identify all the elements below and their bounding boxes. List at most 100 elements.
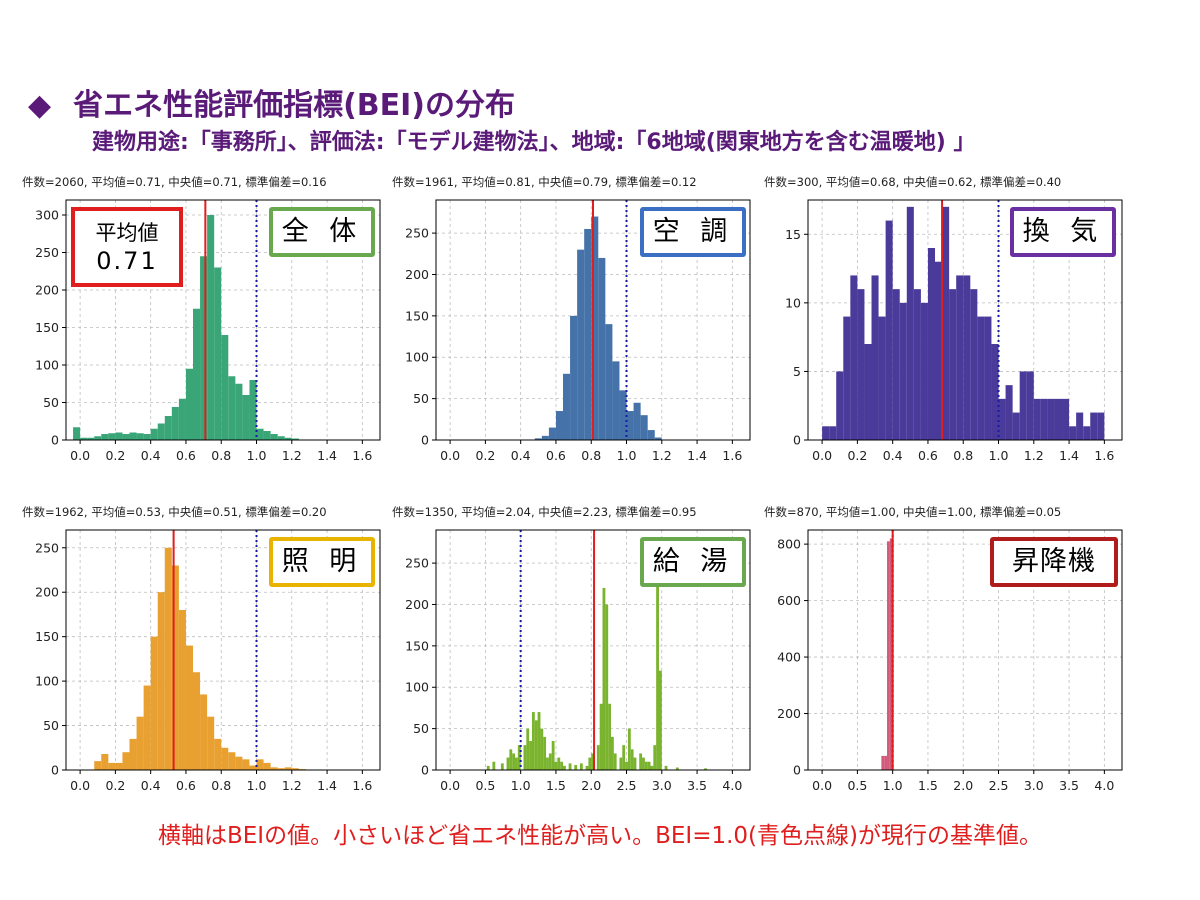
histogram-bar (647, 761, 651, 770)
histogram-bar (249, 380, 257, 440)
x-tick-label: 2.0 (953, 778, 973, 793)
y-tick-label: 600 (777, 593, 801, 608)
histogram-bar (164, 416, 172, 440)
histogram-bar (984, 316, 992, 440)
histogram-bar (884, 755, 888, 770)
histogram-bar (80, 437, 88, 440)
histogram-bar (94, 436, 102, 440)
histogram-bar (1026, 371, 1034, 440)
histogram-bar (115, 432, 123, 440)
histogram-bar (517, 745, 521, 770)
histogram-bar (171, 407, 179, 440)
category-label-hot-water: 給 湯 (640, 537, 746, 587)
histogram-bar (633, 757, 637, 770)
y-tick-label: 250 (405, 556, 429, 571)
histogram-bar (150, 428, 158, 440)
category-label-lighting: 照 明 (269, 537, 375, 587)
histogram-bar (171, 565, 179, 770)
stats-text: 件数=300, 平均値=0.68, 中央値=0.62, 標準偏差=0.40 (764, 175, 1061, 189)
histogram-bar (87, 437, 95, 440)
histogram-bar (277, 768, 285, 770)
histogram-bar (602, 587, 606, 770)
histogram-bar (658, 670, 662, 770)
x-tick-label: 0.6 (176, 778, 196, 793)
histogram-bar (214, 267, 222, 440)
histogram-bar (122, 434, 130, 440)
y-tick-label: 100 (35, 674, 59, 689)
stats-text: 件数=870, 平均値=1.00, 中央値=1.00, 標準偏差=0.05 (764, 505, 1061, 519)
x-tick-label: 1.2 (1024, 448, 1044, 463)
y-tick-label: 300 (35, 208, 59, 223)
x-tick-label: 1.6 (352, 448, 372, 463)
histogram-bar (920, 302, 928, 440)
x-tick-label: 1.6 (352, 778, 372, 793)
stats-text: 件数=2060, 平均値=0.71, 中央値=0.71, 標準偏差=0.16 (22, 175, 327, 189)
category-label-hvac: 空 調 (640, 207, 746, 257)
y-tick-label: 200 (35, 585, 59, 600)
histogram-bar (284, 767, 292, 770)
histogram-bar (1012, 412, 1020, 440)
histogram-bar (664, 765, 668, 770)
mean-value-number: 0.71 (96, 247, 158, 275)
histogram-bar (537, 712, 541, 770)
stats-text: 件数=1350, 平均値=2.04, 中央値=2.23, 標準偏差=0.95 (392, 505, 697, 519)
x-tick-label: 1.0 (989, 448, 1009, 463)
x-tick-label: 1.5 (546, 778, 566, 793)
x-tick-label: 0.6 (918, 448, 938, 463)
x-tick-label: 0.2 (475, 448, 495, 463)
histogram-bar (935, 261, 943, 440)
stats-text: 件数=1962, 平均値=0.53, 中央値=0.51, 標準偏差=0.20 (22, 505, 327, 519)
x-tick-label: 0.4 (141, 448, 161, 463)
histogram-bar (101, 434, 109, 440)
histogram-bar (591, 216, 599, 440)
histogram-panel-ventilation: 件数=300, 平均値=0.68, 中央値=0.62, 標準偏差=0.40 0.0… (762, 170, 1142, 490)
histogram-bar (115, 762, 123, 770)
histogram-bar (207, 716, 215, 770)
histogram-bar (560, 761, 564, 770)
histogram-bar (200, 694, 208, 770)
mean-value-box: 平均値 0.71 (71, 207, 183, 287)
histogram-bar (221, 747, 229, 770)
y-tick-label: 50 (413, 391, 429, 406)
histogram-bar (906, 206, 914, 440)
histogram-bar (164, 547, 172, 770)
x-tick-label: 2.5 (989, 778, 1009, 793)
x-tick-label: 1.4 (1059, 448, 1079, 463)
histogram-bar (256, 428, 264, 440)
slide-title: 省エネ性能評価指標(BEI)の分布 (73, 88, 516, 123)
histogram-bar (963, 275, 971, 440)
histogram-svg-lighting: 件数=1962, 平均値=0.53, 中央値=0.51, 標準偏差=0.20 0.… (22, 505, 381, 793)
x-tick-label: 3.5 (1059, 778, 1079, 793)
histogram-bar (185, 368, 194, 440)
histogram-bar (129, 432, 137, 440)
histogram-svg-ventilation: 件数=300, 平均値=0.68, 中央値=0.62, 標準偏差=0.40 0.0… (764, 175, 1123, 463)
histogram-panel-hvac: 件数=1961, 平均値=0.81, 中央値=0.79, 標準偏差=0.12 0.… (390, 170, 770, 490)
histogram-bar (864, 344, 872, 440)
y-tick-label: 100 (405, 680, 429, 695)
histogram-bar (577, 249, 585, 440)
histogram-bar (531, 712, 535, 770)
y-tick-label: 200 (405, 597, 429, 612)
y-tick-label: 100 (35, 358, 59, 373)
histogram-bar (277, 436, 285, 440)
histogram-bar (675, 767, 679, 770)
x-tick-label: 0.4 (883, 448, 903, 463)
histogram-bar (619, 390, 627, 440)
x-tick-label: 1.6 (1094, 448, 1114, 463)
x-tick-label: 3.0 (1024, 778, 1044, 793)
histogram-bar (557, 757, 561, 770)
histogram-bar (554, 761, 558, 770)
x-tick-label: 0.0 (440, 448, 460, 463)
histogram-panel-overall: 件数=2060, 平均値=0.71, 中央値=0.71, 標準偏差=0.16 0.… (20, 170, 400, 490)
histogram-bar (639, 753, 643, 770)
histogram-bar (585, 765, 589, 770)
x-tick-label: 0.5 (475, 778, 495, 793)
histogram-bar (228, 376, 236, 440)
histogram-bar (509, 749, 513, 770)
histogram-bar (647, 430, 655, 440)
y-tick-label: 200 (777, 706, 801, 721)
y-tick-label: 200 (35, 283, 59, 298)
histogram-bar (596, 745, 600, 770)
histogram-bar (108, 433, 116, 440)
axes-frame (65, 199, 381, 441)
